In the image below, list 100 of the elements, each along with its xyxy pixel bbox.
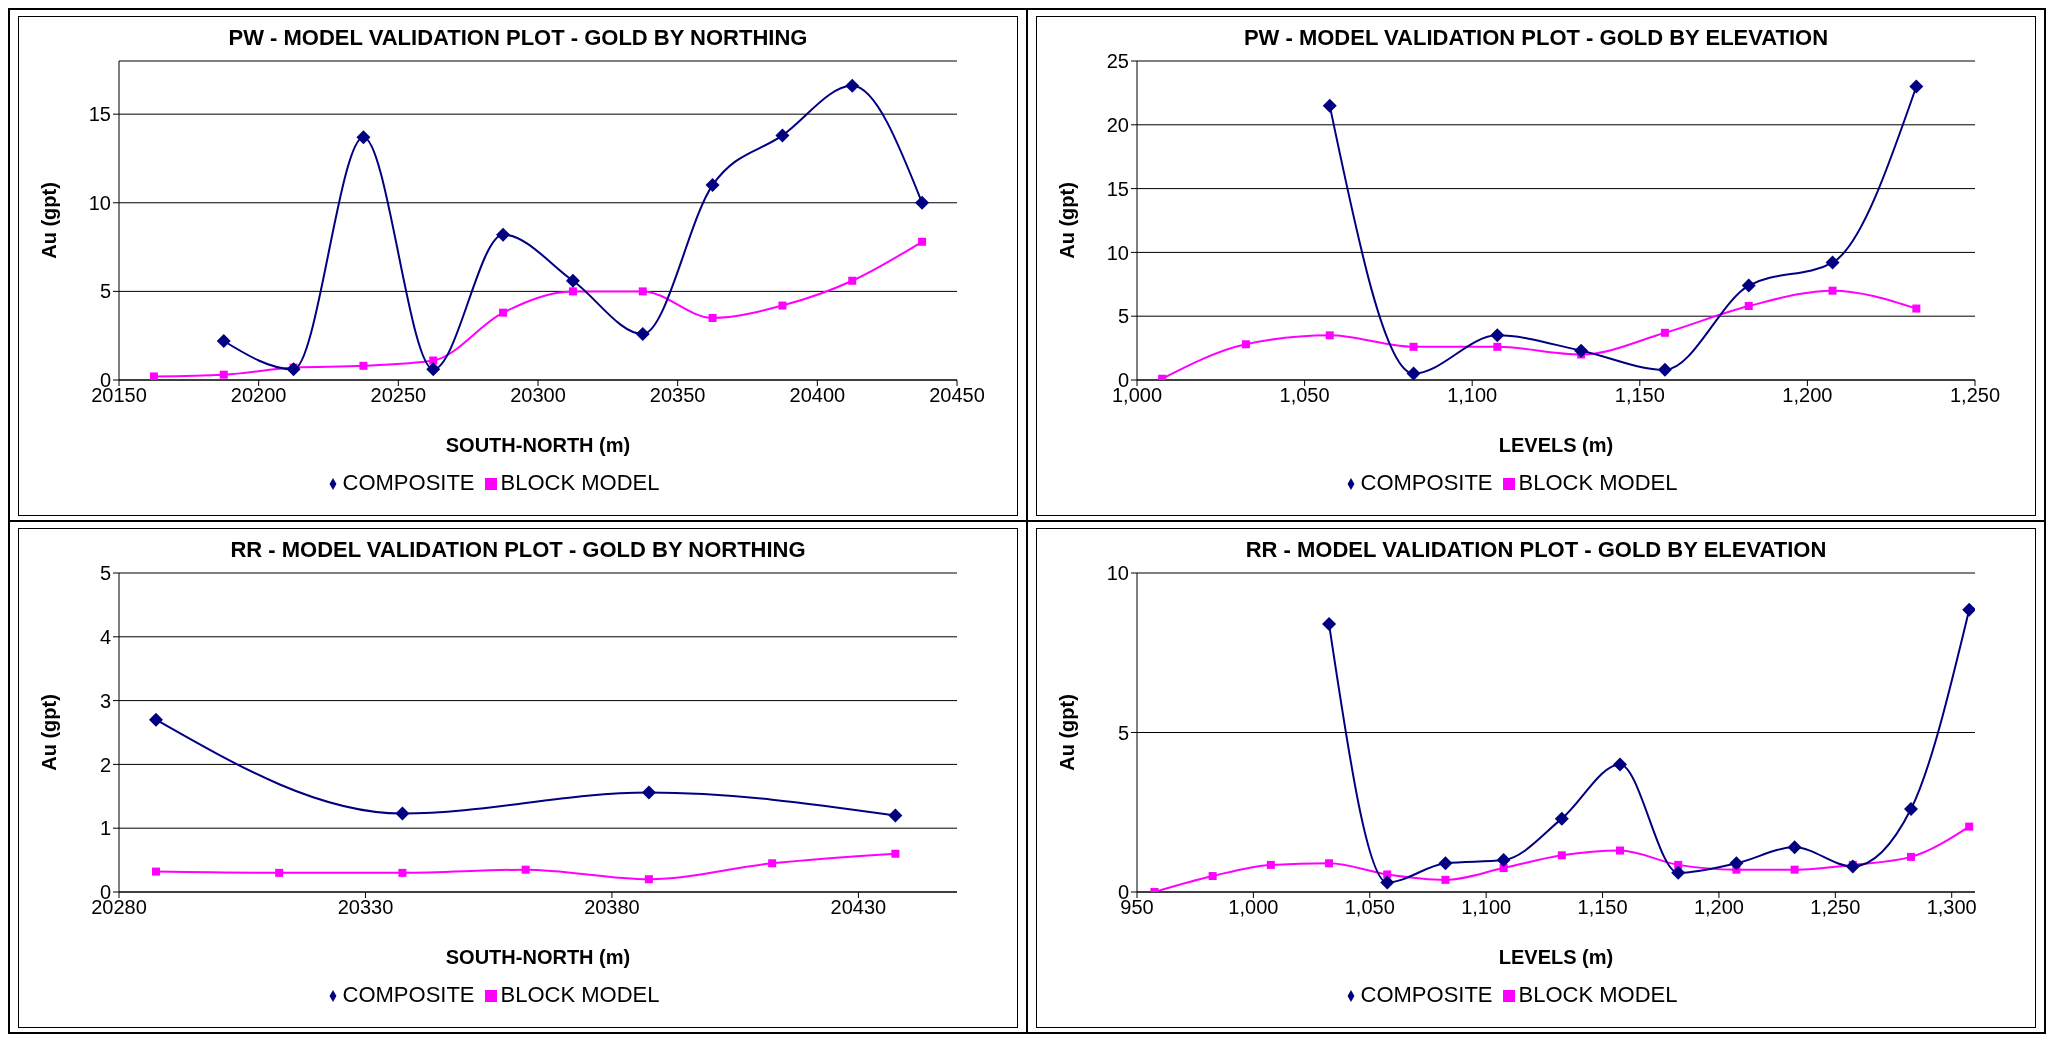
legend-label: COMPOSITE [1360,982,1493,1007]
y-tick-label: 15 [1106,177,1129,200]
point [286,362,301,377]
x-tick-label: 1,100 [1461,896,1512,919]
point [778,301,787,310]
x-tick-label: 1,150 [1577,896,1628,919]
point [891,849,900,858]
legend-label: COMPOSITE [342,982,475,1007]
legend-label: BLOCK MODEL [500,982,660,1007]
x-tick-label: 1,250 [1810,896,1861,919]
point [1554,811,1569,826]
legend-label: COMPOSITE [342,470,475,495]
point [359,361,368,370]
x-axis-title: SOUTH-NORTH (m) [445,434,631,456]
y-axis-title: Au (gpt) [38,182,61,259]
point [1557,851,1566,860]
point [149,372,158,380]
point [398,868,407,877]
x-tick-label: 20430 [830,896,887,919]
point [426,362,441,377]
point [848,276,857,285]
y-tick-label: 15 [88,103,111,126]
point [1322,617,1337,632]
point [568,287,577,296]
y-tick-label: 5 [1117,305,1129,328]
x-tick-label: 20400 [789,384,846,407]
x-tick-label: 20350 [649,384,706,407]
point [1909,79,1924,94]
y-tick-label: 25 [1106,50,1129,73]
x-tick-label: 1,000 [1228,896,1279,919]
x-tick-label: 20300 [510,384,566,407]
point [1729,856,1744,871]
x-axis-title: LEVELS (m) [1498,946,1614,968]
y-tick-label: 10 [1106,241,1129,264]
legend-label: COMPOSITE [1360,470,1493,495]
point [1406,366,1421,380]
point [638,287,647,296]
point [1325,859,1334,868]
x-tick-label: 1,200 [1693,896,1744,919]
x-tick-label: 20330 [337,896,394,919]
point [1903,802,1918,817]
legend-label: BLOCK MODEL [1518,982,1678,1007]
legend-label: BLOCK MODEL [500,470,660,495]
x-tick-label: 20200 [230,384,287,407]
y-tick-label: 5 [99,562,111,585]
chart-title: RR - MODEL VALIDATION PLOT - GOLD BY NORTHING [229,537,807,563]
point [1660,328,1669,337]
y-axis-title: Au (gpt) [38,694,61,771]
y-tick-label: 20 [1106,113,1129,136]
point [1671,865,1686,880]
x-tick-label: 1,050 [1344,896,1395,919]
point [499,308,508,317]
point [915,195,930,210]
x-tick-label: 1,300 [1926,896,1977,919]
point [1790,865,1799,874]
point [1266,860,1275,869]
point [1787,840,1802,855]
point [1241,340,1250,349]
point [708,313,717,322]
y-tick-label: 3 [99,689,111,712]
y-axis-title: Au (gpt) [1056,694,1079,771]
point [151,867,160,876]
point [1380,875,1395,890]
point [1322,98,1337,113]
point [1409,342,1418,351]
chart-title: PW - MODEL VALIDATION PLOT - GOLD BY ELEVATION [1242,25,1830,51]
point [768,859,777,868]
point [775,128,790,143]
point [1744,301,1753,310]
x-tick-label: 20450 [929,384,985,407]
point [1208,872,1217,881]
point [1741,278,1756,293]
point [1493,342,1502,351]
point [496,227,511,242]
x-tick-label: 1,200 [1782,384,1833,407]
y-tick-label: 5 [1117,721,1129,744]
y-tick-label: 5 [99,280,111,303]
point [888,808,903,823]
point [1912,304,1921,313]
point [1962,602,1975,617]
x-axis-title: LEVELS (m) [1498,434,1614,456]
x-tick-label: 1,250 [1949,384,2001,407]
x-tick-label: 20380 [584,896,640,919]
x-tick-label: 20250 [370,384,427,407]
y-tick-label: 2 [99,753,111,776]
point [275,868,284,877]
point [1490,328,1505,343]
point [148,712,163,727]
point [1828,286,1837,295]
point [1613,757,1628,772]
point [635,326,650,341]
point [216,334,231,349]
x-tick-label: 1,050 [1279,384,1330,407]
point [1574,343,1589,358]
point [1906,852,1915,861]
y-tick-label: 1 [99,817,111,840]
legend-label: BLOCK MODEL [1518,470,1678,495]
chart-title: PW - MODEL VALIDATION PLOT - GOLD BY NORTHING [227,25,809,51]
point [1441,875,1450,884]
y-tick-label: 10 [1106,562,1129,585]
